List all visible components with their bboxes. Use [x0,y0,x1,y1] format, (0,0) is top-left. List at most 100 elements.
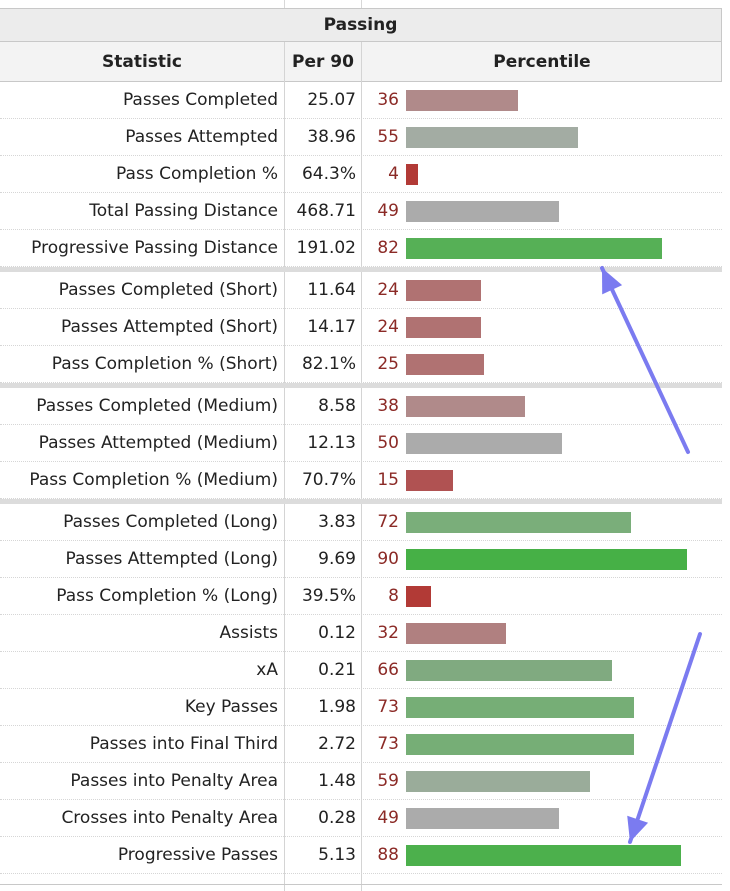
table-header: Statistic Per 90 Percentile [0,42,722,82]
percentile-value: 24 [377,280,399,300]
percentile-bar [406,201,559,222]
per90-value: 12.13 [307,433,356,453]
stat-label: xA [256,660,278,680]
table-row: xA 0.21 66 [0,652,722,689]
annotation-arrow-up [600,266,690,454]
per90-value: 468.71 [296,201,356,221]
table-row: Passes into Final Third 2.72 73 [0,726,722,763]
per90-value: 38.96 [307,127,356,147]
percentile-value: 49 [377,808,399,828]
per90-value: 191.02 [296,238,356,258]
percentile-bar [406,660,612,681]
group-separator [0,383,722,388]
percentile-value: 32 [377,623,399,643]
percentile-value: 36 [377,90,399,110]
percentile-value: 73 [377,734,399,754]
stat-label: Passes Attempted (Medium) [38,433,278,453]
stat-label: Passes Completed (Short) [58,280,278,300]
per90-value: 25.07 [307,90,356,110]
column-divider [361,42,362,891]
percentile-value: 72 [377,512,399,532]
percentile-value: 90 [377,549,399,569]
stat-label: Total Passing Distance [89,201,278,221]
stat-label: Passes into Penalty Area [70,771,278,791]
column-header-per90[interactable]: Per 90 [292,52,354,72]
percentile-value: 50 [377,433,399,453]
percentile-bar [406,845,681,866]
percentile-bar [406,549,687,570]
table-row: Passes Completed (Medium) 8.58 38 [0,388,722,425]
percentile-bar [406,317,481,338]
per90-value: 0.12 [318,623,356,643]
table-row: Passes Attempted (Medium) 12.13 50 [0,425,722,462]
table-row: Crosses into Penalty Area 0.28 49 [0,800,722,837]
stat-label: Pass Completion % (Long) [56,586,278,606]
per90-value: 5.13 [318,845,356,865]
percentile-bar [406,586,431,607]
per90-value: 0.21 [318,660,356,680]
table-row: Pass Completion % 64.3% 4 [0,156,722,193]
column-header-statistic[interactable]: Statistic [102,52,182,72]
per90-value: 0.28 [318,808,356,828]
per90-value: 14.17 [307,317,356,337]
top-strip [0,0,722,8]
group-separator [0,267,722,272]
percentile-value: 66 [377,660,399,680]
table-row: Passes Completed 25.07 36 [0,82,722,119]
table-row: Passes Attempted (Long) 9.69 90 [0,541,722,578]
stat-label: Pass Completion % (Medium) [29,470,278,490]
percentile-value: 59 [377,771,399,791]
top-divider [361,0,362,8]
percentile-bar [406,280,481,301]
percentile-bar [406,433,562,454]
percentile-value: 4 [388,164,399,184]
percentile-bar [406,127,578,148]
table-row: Total Passing Distance 468.71 49 [0,193,722,230]
per90-value: 64.3% [301,164,356,184]
table-row: Pass Completion % (Short) 82.1% 25 [0,346,722,383]
table-row: Progressive Passing Distance 191.02 82 [0,230,722,267]
stat-label: Key Passes [184,697,278,717]
section-title: Passing [0,8,722,42]
percentile-value: 73 [377,697,399,717]
stat-label: Passes into Final Third [89,734,278,754]
table-row: Passes Attempted (Short) 14.17 24 [0,309,722,346]
stat-label: Passes Attempted [125,127,278,147]
annotation-arrow-down [627,632,702,844]
percentile-bar [406,771,590,792]
stat-label: Passes Attempted (Long) [65,549,278,569]
stat-label: Crosses into Penalty Area [61,808,278,828]
table-row: Pass Completion % (Medium) 70.7% 15 [0,462,722,499]
percentile-bar [406,90,518,111]
stat-label: Passes Completed [122,90,278,110]
group-separator [0,499,722,504]
per90-value: 8.58 [318,396,356,416]
per90-value: 1.48 [318,771,356,791]
per90-value: 1.98 [318,697,356,717]
stat-label: Assists [219,623,278,643]
per90-value: 70.7% [301,470,356,490]
percentile-bar [406,623,506,644]
table-row: Passes into Penalty Area 1.48 59 [0,763,722,800]
per90-value: 82.1% [301,354,356,374]
stat-label: Passes Attempted (Short) [60,317,278,337]
column-header-percentile[interactable]: Percentile [493,52,591,72]
percentile-bar [406,354,484,375]
per90-value: 39.5% [301,586,356,606]
table-bottom-border [0,884,722,885]
per90-value: 11.64 [307,280,356,300]
table-row: Passes Attempted 38.96 55 [0,119,722,156]
column-divider [284,42,285,891]
top-divider [284,0,285,8]
per90-value: 2.72 [318,734,356,754]
table-row: Passes Completed (Long) 3.83 72 [0,504,722,541]
stat-label: Passes Completed (Long) [63,512,278,532]
percentile-value: 15 [377,470,399,490]
percentile-bar [406,396,525,417]
percentile-bar [406,808,559,829]
percentile-value: 38 [377,396,399,416]
table-row: Pass Completion % (Long) 39.5% 8 [0,578,722,615]
percentile-value: 88 [377,845,399,865]
stat-label: Pass Completion % (Short) [51,354,278,374]
